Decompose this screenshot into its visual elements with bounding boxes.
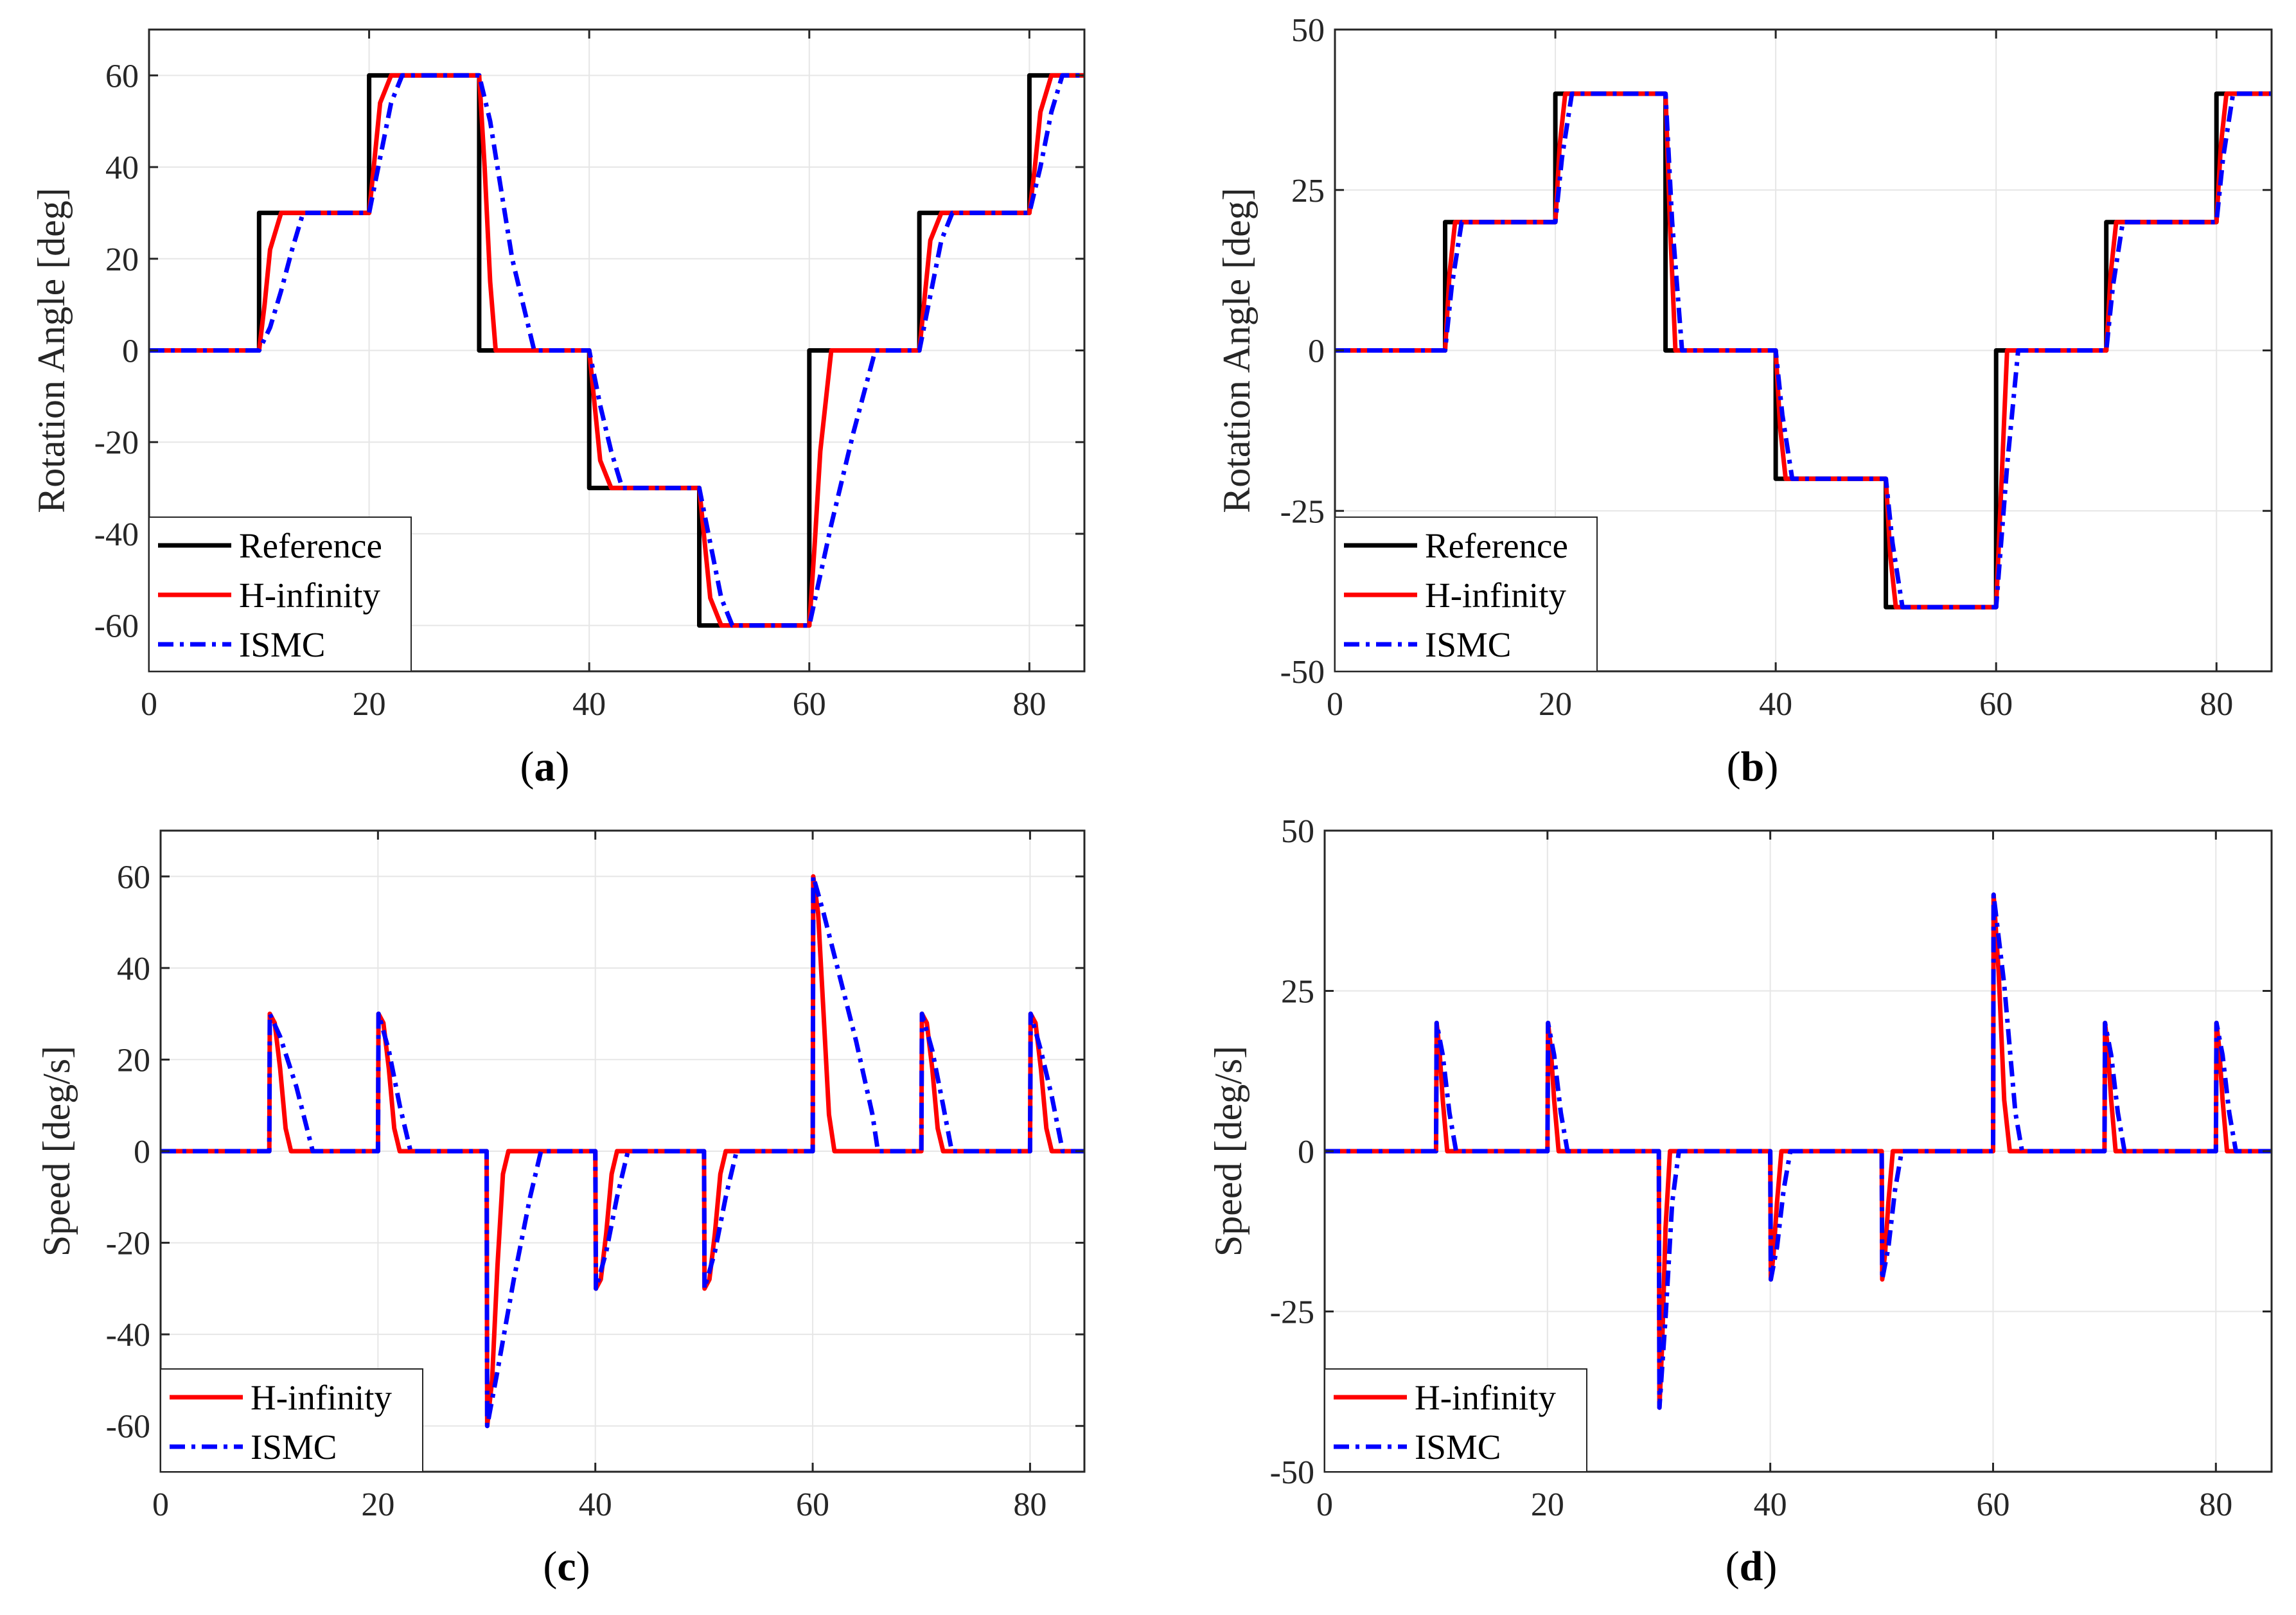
chart-panel-d: 0 20 40 60 80 -50 -25 0 25 50 Speed [deg/s] H-infin…: [1207, 813, 2273, 1590]
y-axis-label: Speed [deg/s]: [35, 1046, 78, 1257]
legend: Reference H-infinity ISMC: [148, 516, 412, 672]
y-tick-label: 25: [1281, 974, 1314, 1010]
chart-panel-c: 0 20 40 60 80 -60 -40 -20 0 20 40 60 Speed [deg/s] H-…: [35, 829, 1086, 1590]
y-tick-label: 20: [117, 1042, 150, 1079]
series-line-ismc: [1335, 91, 2272, 610]
x-tick-label: 20: [361, 1487, 394, 1523]
caption-open-paren: (: [1726, 1543, 1740, 1590]
x-tick-label: 60: [1976, 1487, 2009, 1523]
legend: H-infinity ISMC: [1324, 1368, 1587, 1472]
x-tick-label: 40: [1754, 1487, 1787, 1523]
legend-label: ISMC: [251, 1427, 337, 1467]
y-tick-label: 40: [117, 951, 150, 987]
x-tick-label: 0: [1316, 1487, 1333, 1523]
x-tick-label: 40: [1759, 686, 1792, 723]
x-tick-label: 60: [796, 1487, 829, 1523]
x-tick-label: 80: [1013, 1487, 1046, 1523]
y-tick-label: -25: [1280, 493, 1325, 530]
y-tick-label: -50: [1280, 654, 1325, 691]
x-tick-label: 0: [141, 686, 157, 723]
legend: H-infinity ISMC: [160, 1368, 423, 1472]
legend-box: [1324, 1368, 1587, 1472]
legend-label: H-infinity: [251, 1378, 392, 1417]
y-tick-label: 20: [105, 242, 139, 278]
y-tick-label: -40: [94, 516, 139, 553]
caption-close-paren: ): [1764, 743, 1778, 790]
y-tick-label: -60: [94, 608, 139, 645]
caption-close-paren: ): [576, 1543, 590, 1590]
legend-label: ISMC: [1425, 625, 1512, 664]
x-tick-label: 40: [579, 1487, 612, 1523]
series-line-ismc: [149, 73, 1084, 628]
y-tick-label: -40: [106, 1317, 150, 1354]
y-axis-label: Rotation Angle [deg]: [1215, 188, 1258, 513]
x-tick-label: 0: [1327, 686, 1343, 723]
caption-letter: d: [1740, 1543, 1763, 1590]
y-tick-label: 0: [122, 333, 139, 370]
y-tick-label: -20: [106, 1226, 150, 1262]
y-tick-label: 25: [1291, 173, 1325, 209]
legend-box: [160, 1368, 423, 1472]
series-group: [149, 73, 1084, 628]
panel-caption: (c): [543, 1543, 590, 1590]
y-tick-label: 60: [117, 859, 150, 896]
legend: Reference H-infinity ISMC: [1334, 516, 1598, 672]
legend-label: Reference: [239, 526, 382, 565]
y-tick-label: 0: [134, 1134, 150, 1170]
legend-label: ISMC: [1415, 1427, 1501, 1467]
x-tick-label: 60: [1979, 686, 2013, 723]
caption-letter: c: [557, 1543, 576, 1590]
y-tick-label: -60: [106, 1409, 150, 1445]
legend-label: H-infinity: [1415, 1378, 1556, 1417]
caption-open-paren: (: [520, 743, 534, 790]
caption-close-paren: ): [1763, 1543, 1777, 1590]
series-line-ismc: [1325, 892, 2272, 1410]
series-group: [1335, 91, 2272, 610]
x-tick-label: 0: [152, 1487, 169, 1523]
caption-letter: b: [1741, 743, 1765, 790]
y-axis-label: Speed [deg/s]: [1207, 1046, 1250, 1257]
panel-caption: (b): [1727, 743, 1779, 790]
y-tick-label: -20: [94, 425, 139, 461]
panel-caption: (a): [520, 743, 570, 790]
y-tick-label: -50: [1270, 1454, 1314, 1491]
legend-label: ISMC: [239, 625, 326, 664]
caption-close-paren: ): [556, 743, 570, 790]
series-group: [1325, 892, 2272, 1410]
series-line-ismc: [161, 874, 1084, 1429]
y-tick-label: 50: [1291, 12, 1325, 49]
x-tick-label: 20: [1539, 686, 1572, 723]
x-tick-label: 80: [1012, 686, 1046, 723]
legend-label: Reference: [1425, 526, 1568, 565]
y-tick-label: 40: [105, 150, 139, 186]
y-tick-label: 60: [105, 58, 139, 94]
legend-label: H-infinity: [1425, 576, 1566, 615]
chart-panel-b: 0 20 40 60 80 -50 -25 0 25 50 Rotation Angle [deg]…: [1215, 12, 2273, 790]
x-tick-label: 60: [793, 686, 826, 723]
series-group: [161, 874, 1084, 1429]
caption-open-paren: (: [1727, 743, 1741, 790]
y-tick-label: 50: [1281, 813, 1314, 850]
y-axis-label: Rotation Angle [deg]: [30, 188, 73, 513]
y-tick-label: 0: [1298, 1134, 1314, 1170]
x-tick-label: 80: [2200, 686, 2233, 723]
y-tick-label: 0: [1308, 333, 1325, 370]
caption-letter: a: [534, 743, 556, 790]
x-tick-label: 40: [572, 686, 606, 723]
panel-caption: (d): [1726, 1543, 1778, 1590]
y-tick-label: -25: [1270, 1294, 1314, 1331]
x-tick-label: 20: [1531, 1487, 1564, 1523]
caption-open-paren: (: [543, 1543, 557, 1590]
chart-panel-a: 0 20 40 60 80 -60 -40 -20 0 20 40 60 Rotation Angle …: [30, 28, 1086, 790]
legend-label: H-infinity: [239, 576, 380, 615]
x-tick-label: 80: [2199, 1487, 2232, 1523]
x-tick-label: 20: [353, 686, 386, 723]
